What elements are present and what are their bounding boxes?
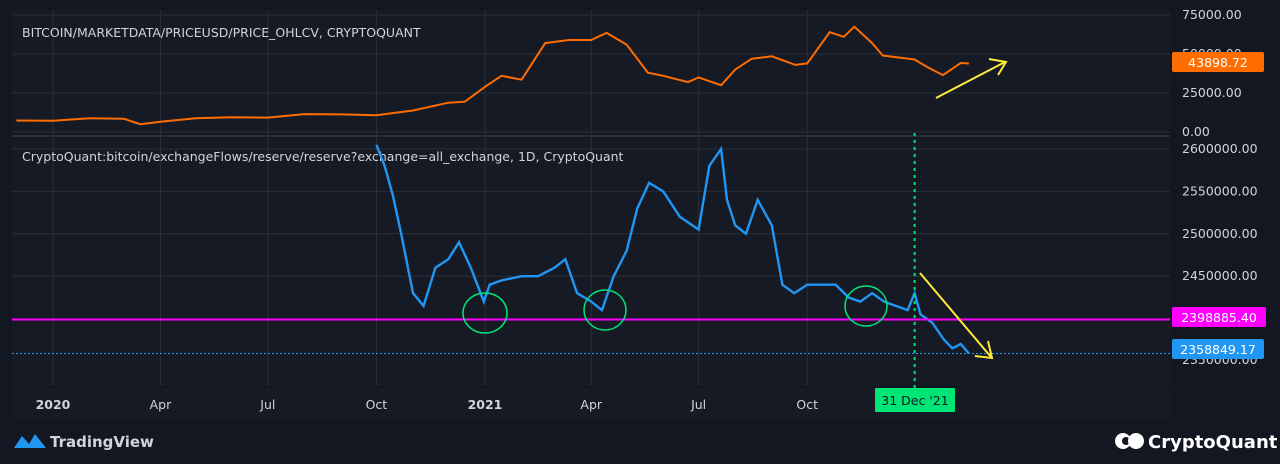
reserve-last-value-badge: 2358849.17 <box>1172 339 1264 359</box>
x-axis-tick-label: Oct <box>796 397 818 412</box>
annotation-arrow-up[interactable] <box>935 58 1008 99</box>
reserve-pane-title: CryptoQuant:bitcoin/exchangeFlows/reserv… <box>22 149 624 164</box>
svg-text:2398885.40: 2398885.40 <box>1181 310 1257 325</box>
tradingview-logo-text: TradingView <box>50 433 154 451</box>
x-axis-tick-label: Jul <box>259 397 275 412</box>
reserve-axis-tick-label: 2550000.00 <box>1182 183 1258 198</box>
annotation-circle-2[interactable] <box>583 289 627 331</box>
svg-text:31 Dec '21: 31 Dec '21 <box>881 393 948 408</box>
reserve-axis-tick-label: 2600000.00 <box>1182 141 1258 156</box>
svg-text:43898.72: 43898.72 <box>1188 55 1248 70</box>
cryptoquant-logo-text: CryptoQuant <box>1148 432 1278 453</box>
annotation-circle-1[interactable] <box>462 292 508 334</box>
cryptoquant-logo[interactable]: CryptoQuant <box>1115 432 1278 453</box>
reserve-axis-ticks: 2600000.00 2550000.00 2500000.00 2450000.00 <box>1182 141 1258 283</box>
price-last-value-badge: 43898.72 <box>1172 52 1264 72</box>
annotation-arrow-down[interactable] <box>919 272 994 360</box>
reserve-horizontal-gridlines <box>12 148 1170 277</box>
price-axis-tick-label: 75000.00 <box>1182 7 1242 22</box>
price-axis-tick-label: 0.00 <box>1182 124 1210 139</box>
price-series-line <box>16 25 969 126</box>
reserve-series-line <box>375 144 970 355</box>
annotation-circle-3[interactable] <box>844 285 888 327</box>
tradingview-logo-icon <box>14 434 46 448</box>
support-value-badge: 2398885.40 <box>1172 307 1266 327</box>
reserve-axis-tick-label: 2450000.00 <box>1182 268 1258 283</box>
x-axis-tick-label: Jul <box>690 397 706 412</box>
x-axis-tick-label: 2020 <box>36 397 71 412</box>
svg-text:2358849.17: 2358849.17 <box>1180 342 1256 357</box>
price-pane-title: BITCOIN/MARKETDATA/PRICEUSD/PRICE_OHLCV,… <box>22 25 421 40</box>
x-axis-tick-label: Oct <box>366 397 388 412</box>
reserve-axis-tick-label: 2500000.00 <box>1182 226 1258 241</box>
cryptoquant-logo-icon <box>1115 433 1144 449</box>
crosshair-date-label: 31 Dec '21 <box>875 388 955 412</box>
x-axis-bg <box>12 388 1170 420</box>
x-axis-tick-label: 2021 <box>468 397 503 412</box>
x-axis-tick-label: Apr <box>580 397 602 412</box>
x-axis-tick-label: Apr <box>150 397 172 412</box>
price-axis-tick-label: 25000.00 <box>1182 85 1242 100</box>
x-axis-ticks: 2020 Apr Jul Oct 2021 Apr Jul Oct <box>36 397 819 412</box>
tradingview-logo[interactable]: TradingView <box>14 433 154 451</box>
price-horizontal-gridlines <box>12 14 1170 133</box>
vertical-gridlines <box>52 10 808 386</box>
